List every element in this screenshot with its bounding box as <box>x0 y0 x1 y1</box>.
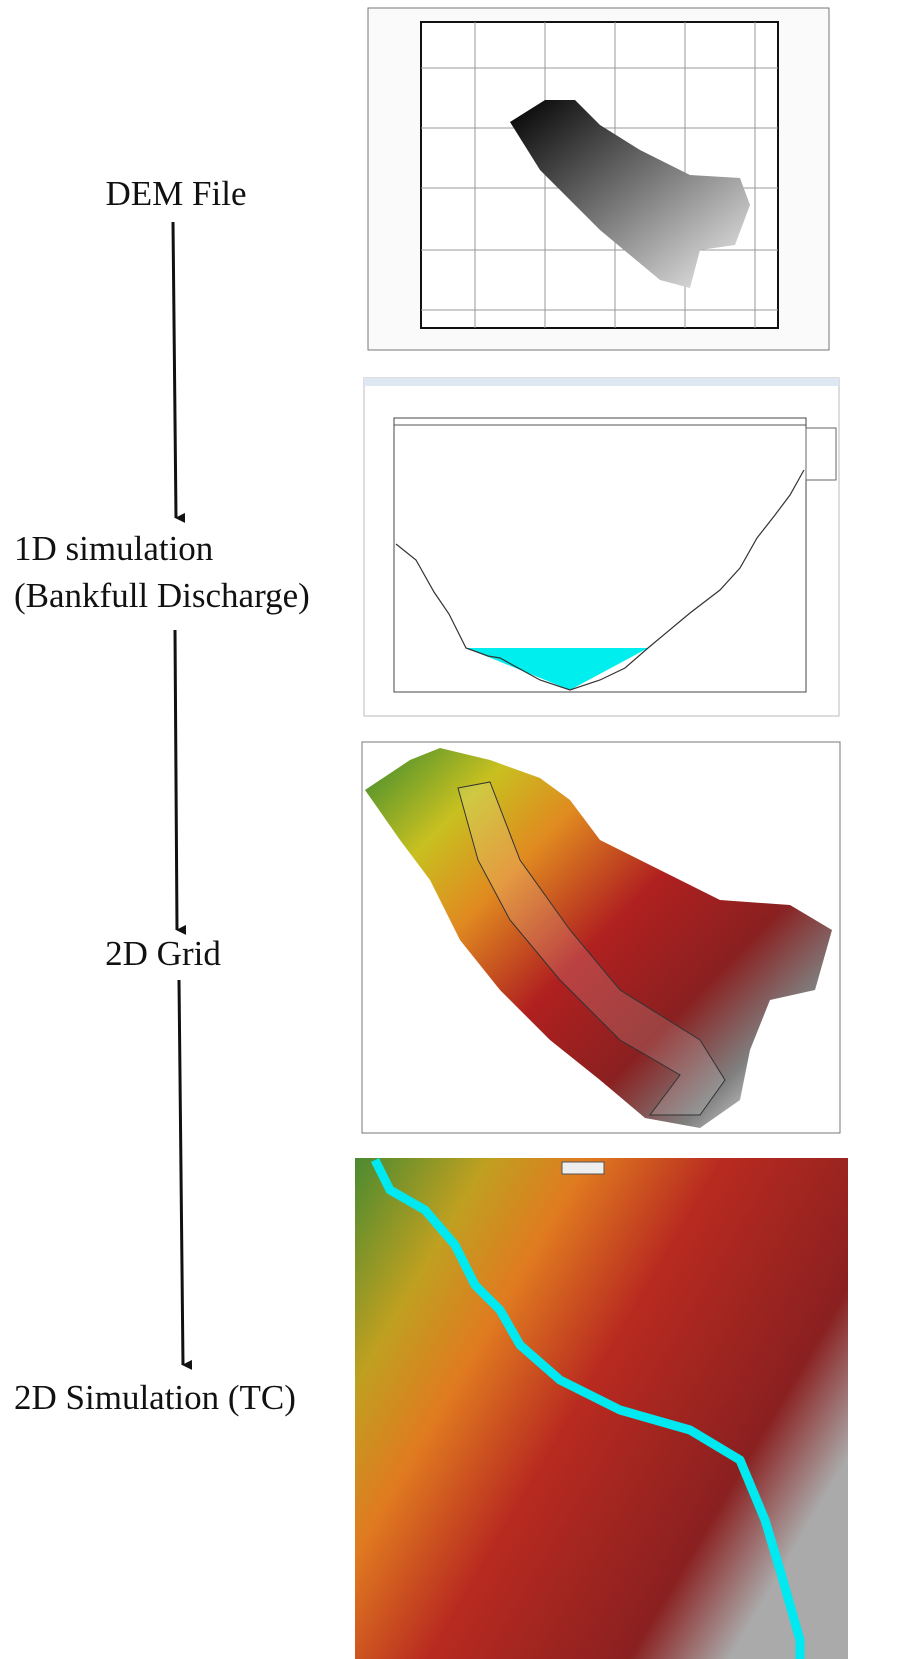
cross-section-panel <box>364 378 839 716</box>
step-label: 2D Simulation (TC) <box>14 1378 296 1417</box>
arrows <box>173 222 183 1365</box>
workflow-diagram: DEM File 1D simulation (Bankfull Dischar… <box>0 0 897 1659</box>
step-label: 2D Grid <box>105 934 221 973</box>
step-label: 1D simulation <box>14 529 213 568</box>
dem-panel <box>368 8 829 350</box>
grid-panel <box>362 742 840 1133</box>
simulation-panel <box>355 1158 848 1659</box>
step-label: DEM File <box>106 174 247 213</box>
step-label: (Bankfull Discharge) <box>14 576 310 615</box>
